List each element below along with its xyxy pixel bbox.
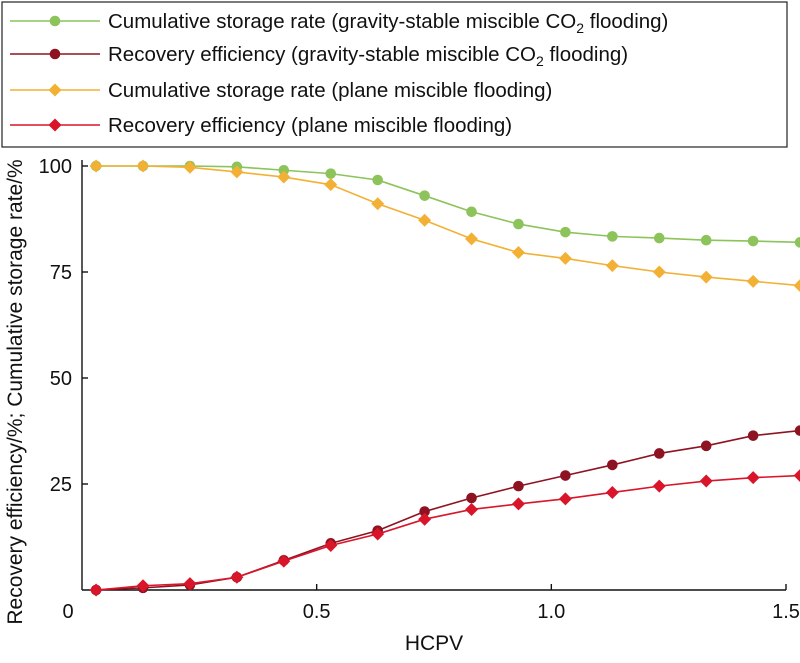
data-point bbox=[607, 231, 618, 242]
data-point bbox=[277, 170, 291, 184]
y-tick-label: 25 bbox=[50, 474, 72, 496]
data-point bbox=[230, 165, 244, 179]
data-point bbox=[511, 245, 525, 259]
data-point bbox=[746, 274, 760, 288]
y-tick-label: 75 bbox=[50, 262, 72, 284]
data-point bbox=[607, 459, 618, 471]
data-point bbox=[418, 512, 432, 526]
data-point bbox=[465, 502, 479, 516]
legend-label: Recovery efficiency (gravity-stable misc… bbox=[108, 43, 628, 69]
x-tick-label: 1.0 bbox=[537, 601, 565, 623]
legend-marker bbox=[48, 118, 62, 132]
legend-item-3: Cumulative storage rate (plane miscible … bbox=[10, 79, 552, 102]
legend-label-part: 2 bbox=[536, 53, 544, 69]
data-point bbox=[465, 232, 479, 246]
data-point bbox=[747, 430, 759, 441]
legend-marker bbox=[49, 15, 61, 27]
data-point bbox=[653, 232, 665, 244]
legend-label-part: Recovery efficiency (gravity-stable misc… bbox=[108, 43, 536, 66]
series-line bbox=[96, 429, 800, 591]
data-point bbox=[605, 485, 619, 499]
data-point bbox=[605, 259, 619, 273]
legend-label: Cumulative storage rate (plane miscible … bbox=[108, 79, 552, 102]
legend-label-part: Cumulative storage rate (gravity-stable … bbox=[108, 10, 576, 33]
data-point bbox=[793, 469, 800, 482]
data-point bbox=[419, 506, 430, 517]
data-point bbox=[653, 448, 665, 459]
series-line bbox=[96, 165, 800, 244]
legend-marker bbox=[49, 48, 61, 60]
data-point bbox=[652, 265, 666, 279]
legend-label-part: flooding) bbox=[544, 43, 628, 66]
data-point bbox=[278, 164, 290, 176]
data-point bbox=[513, 218, 524, 230]
y-ticks: 25 50 75 100 bbox=[39, 156, 88, 496]
axes: 0.5 1.0 1.5 25 50 75 100 0 HCPV Recovery effi… bbox=[4, 156, 800, 655]
data-point bbox=[700, 440, 712, 452]
data-point bbox=[558, 251, 572, 265]
data-point bbox=[699, 270, 713, 284]
y-tick-label: 100 bbox=[39, 156, 72, 178]
y-axis-title: Recovery efficiency/%; Cumulative storag… bbox=[4, 159, 27, 624]
legend-label-part: Recovery efficiency (plane miscible floo… bbox=[108, 114, 512, 137]
series-4 bbox=[89, 469, 800, 597]
series-2 bbox=[90, 425, 800, 596]
data-point bbox=[558, 492, 572, 506]
legend-label-part: flooding) bbox=[584, 10, 668, 33]
data-point bbox=[371, 527, 385, 541]
series-line bbox=[96, 474, 800, 591]
data-point bbox=[277, 554, 291, 568]
legend-box bbox=[1, 1, 788, 148]
data-point bbox=[136, 579, 150, 593]
legend-label: Recovery efficiency (plane miscible floo… bbox=[108, 114, 512, 137]
plot-area bbox=[89, 159, 800, 597]
data-point bbox=[325, 168, 337, 179]
data-point bbox=[418, 213, 432, 227]
data-point bbox=[230, 570, 244, 584]
data-point bbox=[136, 159, 150, 173]
series-3 bbox=[89, 159, 800, 292]
legend-label-part: Cumulative storage rate (plane miscible … bbox=[108, 79, 552, 102]
data-point bbox=[183, 577, 197, 591]
data-point bbox=[746, 471, 760, 485]
data-point bbox=[511, 497, 525, 511]
data-point bbox=[466, 206, 477, 218]
legend-marker bbox=[48, 83, 62, 97]
data-point bbox=[794, 425, 800, 436]
series-line bbox=[96, 165, 800, 287]
data-point bbox=[699, 474, 713, 488]
x-tick-label: 0.5 bbox=[303, 601, 331, 623]
legend-item-1: Cumulative storage rate (gravity-stable … bbox=[10, 10, 668, 36]
x-origin-label: 0 bbox=[62, 601, 73, 623]
data-point bbox=[652, 479, 666, 493]
x-axis-title: HCPV bbox=[405, 632, 463, 655]
series-1 bbox=[90, 160, 800, 248]
data-point bbox=[324, 178, 338, 192]
data-point bbox=[324, 538, 338, 552]
data-point bbox=[793, 279, 800, 292]
data-point bbox=[466, 492, 477, 504]
data-point bbox=[371, 197, 385, 211]
data-point bbox=[372, 174, 383, 186]
legend: Cumulative storage rate (gravity-stable … bbox=[1, 1, 788, 148]
data-point bbox=[794, 237, 800, 248]
data-point bbox=[560, 226, 571, 238]
data-point bbox=[89, 583, 103, 597]
data-point bbox=[183, 160, 197, 174]
data-point bbox=[419, 190, 430, 201]
data-point bbox=[560, 470, 571, 481]
legend-item-2: Recovery efficiency (gravity-stable misc… bbox=[10, 43, 628, 69]
data-point bbox=[513, 480, 524, 492]
data-point bbox=[89, 159, 103, 173]
y-tick-label: 50 bbox=[50, 368, 72, 390]
legend-item-4: Recovery efficiency (plane miscible floo… bbox=[10, 114, 512, 137]
legend-label: Cumulative storage rate (gravity-stable … bbox=[108, 10, 668, 36]
x-ticks: 0.5 1.0 1.5 bbox=[303, 584, 800, 623]
data-point bbox=[700, 234, 712, 246]
x-tick-label: 1.5 bbox=[772, 601, 800, 623]
data-point bbox=[747, 235, 759, 247]
legend-label-part: 2 bbox=[576, 20, 584, 36]
